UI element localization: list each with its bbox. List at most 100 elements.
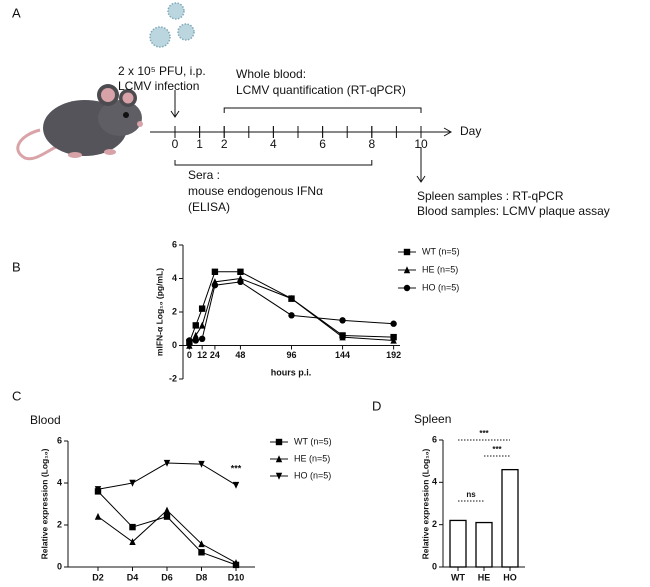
marker <box>94 512 102 520</box>
series-line <box>188 271 394 343</box>
marker <box>390 336 397 344</box>
marker <box>192 331 199 339</box>
mouse-illustration <box>16 84 143 161</box>
x-tick-label: D8 <box>196 572 208 582</box>
significance: *** <box>479 429 489 438</box>
chart-title: Blood <box>30 413 61 427</box>
day-label: 8 <box>368 137 375 151</box>
x-tick-label: D6 <box>161 572 173 582</box>
sera-bracket <box>174 160 373 166</box>
x-tick-label: D4 <box>127 572 139 582</box>
marker <box>163 513 171 520</box>
blood-label: Whole blood: <box>236 67 306 81</box>
sera-label: (ELISA) <box>188 200 230 214</box>
y-tick-label: 2 <box>432 519 437 529</box>
marker <box>186 341 193 349</box>
x-tick-label: 48 <box>235 350 245 360</box>
x-tick-label: D2 <box>92 572 104 582</box>
marker <box>339 317 346 324</box>
significance: *** <box>231 463 242 473</box>
timeline-arrow <box>443 127 453 137</box>
x-tick-label: WT <box>451 572 465 582</box>
y-tick-label: 0 <box>432 561 437 571</box>
y-tick-label: -2 <box>169 373 177 383</box>
y-tick-label: 0 <box>172 340 177 350</box>
infection-label: 2 x 10⁵ PFU, i.p. <box>118 64 206 78</box>
bar <box>501 468 519 568</box>
virus-icons <box>149 2 195 48</box>
marker <box>232 481 240 489</box>
day-label: 1 <box>196 137 203 151</box>
sampling-label: Blood samples: LCMV plaque assay <box>417 204 610 218</box>
marker <box>198 540 205 548</box>
blood-bracket <box>223 107 422 113</box>
y-tick-label: 6 <box>432 434 437 444</box>
significance: ns <box>466 490 476 499</box>
day-label: 10 <box>414 137 428 151</box>
series-line <box>189 281 394 341</box>
blood-label: LCMV quantification (RT-qPCR) <box>236 83 406 97</box>
x-tick-label: 0 <box>187 350 192 360</box>
legend-label: HE (n=5) <box>422 264 458 274</box>
legend-label: HO (n=5) <box>294 470 331 480</box>
y-axis-label: Relative expression (Log₁₀) <box>39 448 49 559</box>
x-tick-label: 96 <box>286 350 296 360</box>
legend-label: HO (n=5) <box>422 282 459 292</box>
sampling-label: Spleen samples : RT-qPCR <box>417 189 564 203</box>
marker <box>403 284 411 292</box>
marker <box>232 559 240 566</box>
marker <box>288 294 295 302</box>
marker <box>275 472 283 480</box>
legend-label: WT (n=5) <box>422 246 460 256</box>
x-tick-label: HO <box>503 572 517 582</box>
y-tick-label: 4 <box>432 477 437 487</box>
marker <box>129 479 136 487</box>
marker <box>129 523 136 531</box>
marker <box>129 538 136 545</box>
marker <box>163 459 171 467</box>
x-tick-label: 12 <box>197 350 207 360</box>
day-label: 0 <box>172 137 179 151</box>
marker <box>211 268 219 275</box>
arrow-head <box>416 175 426 183</box>
x-tick-label: HE <box>478 572 491 582</box>
series-line <box>97 491 237 566</box>
marker <box>94 486 102 493</box>
y-tick-label: 6 <box>172 239 177 249</box>
marker <box>192 337 199 344</box>
marker <box>198 335 206 342</box>
y-tick-label: 6 <box>57 435 62 445</box>
x-tick-label: D10 <box>228 572 245 582</box>
significance: *** <box>492 445 502 454</box>
y-tick-label: 0 <box>57 561 62 571</box>
marker <box>403 248 411 256</box>
marker <box>192 322 199 329</box>
marker <box>390 320 397 327</box>
panel-label: D <box>372 398 381 413</box>
marker <box>403 266 411 274</box>
sera-label: Sera : <box>188 168 220 182</box>
panel-label: C <box>12 388 21 403</box>
x-axis-label: hours p.i. <box>271 367 312 377</box>
marker <box>198 460 205 468</box>
marker <box>237 268 244 275</box>
y-tick-label: 4 <box>172 273 177 283</box>
x-tick-label: 24 <box>210 350 220 360</box>
marker <box>275 455 283 463</box>
x-tick-label: 144 <box>335 350 350 360</box>
marker <box>198 321 206 329</box>
legend-label: HE (n=5) <box>294 453 330 463</box>
x-tick-label: 192 <box>386 350 401 360</box>
marker <box>211 282 219 289</box>
marker <box>339 333 346 341</box>
day-label: 6 <box>319 137 326 151</box>
series-line <box>97 462 237 490</box>
sera-label: mouse endogenous IFNα <box>188 184 323 198</box>
marker <box>186 337 193 344</box>
bar <box>449 519 467 568</box>
axis-label: Day <box>460 124 481 138</box>
chart-title: Spleen <box>414 412 451 426</box>
marker <box>163 506 171 514</box>
y-tick-label: 2 <box>172 306 177 316</box>
